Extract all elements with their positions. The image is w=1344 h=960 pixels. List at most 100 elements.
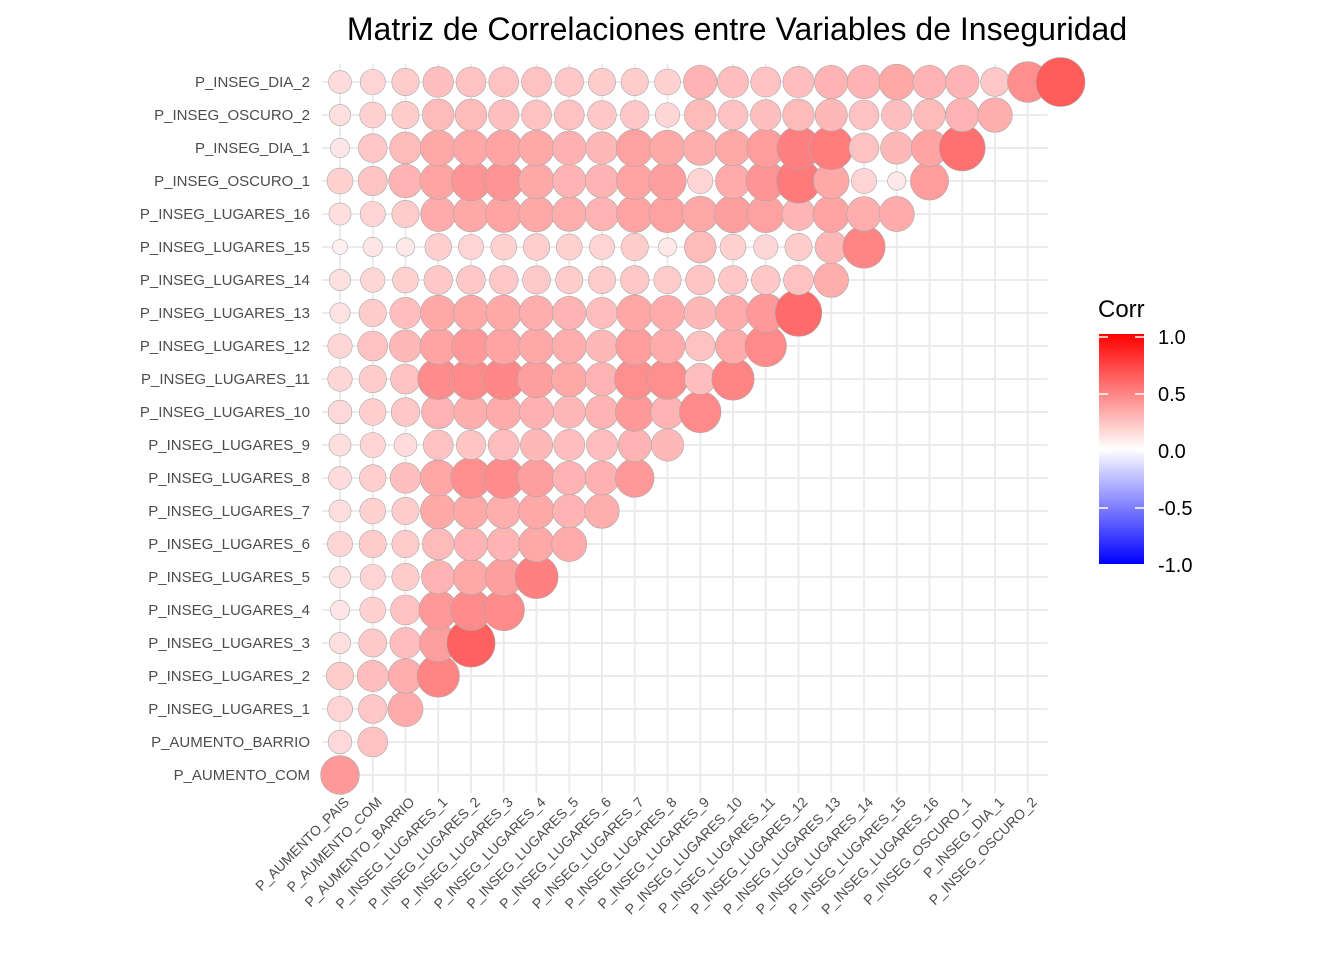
correlation-circle xyxy=(684,363,717,395)
correlation-circle xyxy=(485,294,522,332)
correlation-circle xyxy=(522,265,551,295)
correlation-circle xyxy=(320,755,360,795)
correlation-circle xyxy=(458,234,484,260)
legend-ticks: 1.0 0.5 0.0 -0.5 -1.0 xyxy=(1099,327,1192,577)
correlation-circle xyxy=(649,129,686,167)
correlation-circle xyxy=(359,398,387,426)
correlation-circle xyxy=(719,233,747,261)
correlation-circle xyxy=(518,295,555,331)
y-tick-label: P_INSEG_LUGARES_14 xyxy=(140,272,310,289)
correlation-circle xyxy=(387,691,424,727)
correlation-circle xyxy=(396,237,415,257)
correlation-circle xyxy=(453,526,489,562)
y-tick-label: P_INSEG_LUGARES_16 xyxy=(140,206,310,223)
correlation-circle xyxy=(887,171,907,191)
correlation-circle xyxy=(329,632,351,654)
correlation-circle xyxy=(551,328,587,364)
correlation-circle xyxy=(483,160,524,202)
y-tick-label: P_INSEG_LUGARES_15 xyxy=(140,239,310,256)
correlation-circle xyxy=(518,162,555,200)
correlation-circle xyxy=(329,302,351,324)
correlation-circle xyxy=(617,427,652,463)
correlation-circle xyxy=(646,358,689,400)
correlation-circle xyxy=(880,131,914,165)
correlation-circle xyxy=(424,233,452,261)
correlation-circle xyxy=(585,131,619,165)
correlation-circle xyxy=(684,330,716,362)
correlation-circle xyxy=(327,696,353,722)
correlation-circle xyxy=(551,526,588,562)
correlation-circle xyxy=(420,196,457,232)
correlation-circle xyxy=(490,233,518,261)
correlation-circle xyxy=(653,266,682,294)
correlation-circle xyxy=(452,294,490,332)
correlation-circle xyxy=(683,64,718,100)
correlation-circle xyxy=(620,233,649,261)
y-tick-label: P_AUMENTO_BARRIO xyxy=(151,734,310,751)
correlation-circle xyxy=(774,289,823,337)
correlation-circle xyxy=(711,357,755,401)
correlation-circle xyxy=(359,596,387,624)
correlation-circle xyxy=(489,265,519,295)
correlation-circle xyxy=(977,97,1013,133)
correlation-circle xyxy=(814,64,849,100)
correlation-circle xyxy=(456,265,486,295)
y-tick-label: P_INSEG_LUGARES_10 xyxy=(140,404,310,421)
correlation-circle xyxy=(330,600,350,620)
correlation-circle xyxy=(521,99,552,131)
correlation-circle xyxy=(329,566,351,588)
correlation-circle xyxy=(551,130,587,166)
correlation-circle xyxy=(391,563,420,591)
correlation-circle xyxy=(586,429,618,461)
correlation-circle xyxy=(488,99,520,131)
correlation-circle xyxy=(554,67,584,97)
correlation-circle xyxy=(551,196,587,232)
correlation-circle xyxy=(552,395,586,429)
correlation-circle xyxy=(851,168,877,194)
correlation-circle xyxy=(945,97,980,133)
correlation-circle xyxy=(485,195,523,233)
correlation-circle xyxy=(552,163,587,199)
correlation-circle xyxy=(715,163,751,199)
correlation-circle xyxy=(753,234,779,260)
correlation-circle xyxy=(649,295,686,331)
correlation-circle xyxy=(620,100,650,130)
correlation-circle xyxy=(359,564,386,590)
y-tick-label: P_AUMENTO_COM xyxy=(174,767,310,784)
correlation-circle xyxy=(391,200,420,228)
correlation-circle xyxy=(421,394,456,430)
legend-tick-label: 0.5 xyxy=(1158,384,1186,406)
correlation-circle xyxy=(685,265,716,295)
correlation-circle xyxy=(358,628,388,658)
y-tick-label: P_INSEG_LUGARES_13 xyxy=(140,305,310,322)
correlation-circle xyxy=(682,195,719,233)
correlation-circle xyxy=(713,194,753,234)
y-tick-label: P_INSEG_LUGARES_1 xyxy=(148,701,310,718)
correlation-circle xyxy=(615,458,655,498)
correlation-circle xyxy=(358,365,387,393)
correlation-circle xyxy=(589,234,615,260)
correlation-circle xyxy=(584,493,620,529)
correlation-circle xyxy=(717,66,749,98)
correlation-circle xyxy=(423,265,453,295)
correlation-circle xyxy=(357,726,389,758)
correlation-circle xyxy=(389,329,422,363)
correlation-circle xyxy=(878,63,915,101)
correlation-circle xyxy=(683,296,717,330)
chart-title: Matriz de Correlaciones entre Variables … xyxy=(347,11,1127,47)
correlation-circle xyxy=(327,729,353,755)
correlation-circle xyxy=(518,492,555,530)
correlation-circle xyxy=(654,102,681,128)
correlation-circle xyxy=(517,359,556,399)
correlation-circle xyxy=(881,99,913,131)
y-tick-label: P_INSEG_DIA_2 xyxy=(195,74,310,91)
correlation-circle xyxy=(848,99,880,131)
correlation-circle xyxy=(714,129,752,167)
correlation-circle xyxy=(587,100,617,130)
correlation-circle xyxy=(420,294,457,332)
correlation-circle xyxy=(913,98,946,132)
correlation-circle xyxy=(846,64,882,100)
correlation-circle xyxy=(422,429,454,461)
correlation-circle xyxy=(517,458,556,498)
correlation-circle xyxy=(358,530,387,558)
